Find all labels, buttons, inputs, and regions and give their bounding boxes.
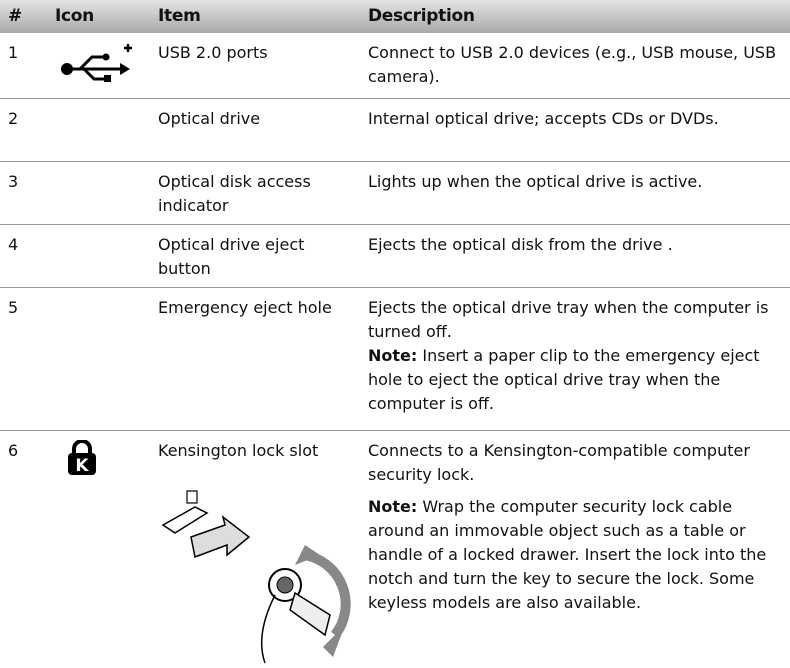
- description-text: Connect to USB 2.0 devices (e.g., USB mo…: [368, 43, 777, 86]
- row-number: 3: [8, 172, 19, 191]
- description: Ejects the optical drive tray when the c…: [368, 296, 780, 416]
- description-text: Lights up when the optical drive is acti…: [368, 172, 703, 191]
- table-row: 5 Emergency eject hole Ejects the optical …: [0, 288, 790, 431]
- note: Note: Insert a paper clip to the emergen…: [368, 344, 780, 416]
- table-header: # Icon Item Description: [0, 0, 790, 33]
- header-cell: Icon: [55, 6, 94, 26]
- description-text: Ejects the optical disk from the drive .: [368, 235, 673, 254]
- table-row: 6 Kensington lock slot Connects to a Kensi…: [0, 431, 790, 667]
- svg-text:K: K: [75, 456, 89, 476]
- header-cell: Description: [368, 6, 475, 26]
- lock-illustration: [161, 490, 351, 664]
- description: Connects to a Kensington-compatible comp…: [368, 439, 780, 615]
- row-number: 5: [8, 298, 19, 317]
- usb-icon: [61, 44, 132, 82]
- item-name: Optical drive: [158, 109, 261, 128]
- header-cell: Item: [158, 6, 201, 26]
- table-row: 4 Optical drive eject button Ejects the op…: [0, 225, 790, 288]
- row-number: 6: [8, 441, 19, 460]
- row-number: 1: [8, 43, 19, 62]
- description-text: Ejects the optical drive tray when the c…: [368, 298, 769, 341]
- table-row: 3 Optical disk access indicator Lights up …: [0, 162, 790, 225]
- description-text: Internal optical drive; accepts CDs or D…: [368, 109, 719, 128]
- item-name: Optical drive eject button: [158, 235, 305, 278]
- header-cell: #: [8, 6, 22, 26]
- item-name: Kensington lock slot: [158, 441, 319, 460]
- row-number: 2: [8, 109, 19, 128]
- note-text: Insert a paper clip to the emergency eje…: [368, 346, 760, 413]
- description: Internal optical drive; accepts CDs or D…: [368, 107, 780, 131]
- note: Note: Wrap the computer security lock ca…: [368, 495, 780, 615]
- note-label: Note:: [368, 497, 418, 516]
- lock-icon: K: [68, 440, 96, 476]
- item-name: USB 2.0 ports: [158, 43, 268, 62]
- row-number: 4: [8, 235, 19, 254]
- description-text: Connects to a Kensington-compatible comp…: [368, 441, 750, 484]
- description: Lights up when the optical drive is acti…: [368, 170, 780, 194]
- item-name: Emergency eject hole: [158, 298, 332, 317]
- item-name: Optical disk access indicator: [158, 172, 311, 215]
- description: Connect to USB 2.0 devices (e.g., USB mo…: [368, 41, 780, 89]
- table-row: 2 Optical drive Internal optical drive; ac…: [0, 99, 790, 162]
- note-text: Wrap the computer security lock cable ar…: [368, 497, 767, 612]
- table-row: 1 USB 2.0 ports Connect to USB 2.0 devices…: [0, 33, 790, 99]
- note-label: Note:: [368, 346, 418, 365]
- description: Ejects the optical disk from the drive .: [368, 233, 780, 257]
